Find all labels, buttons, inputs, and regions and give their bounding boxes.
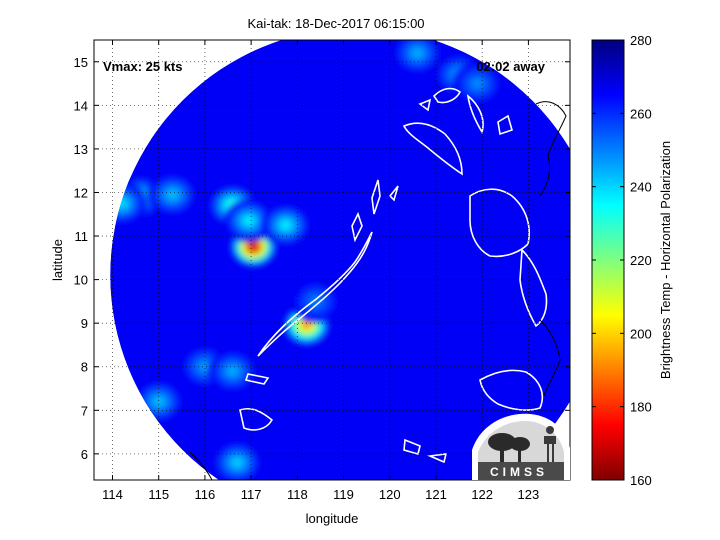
cell-ring <box>228 367 238 376</box>
colorbar-tick-label: 160 <box>630 473 652 488</box>
y-axis-label: latitude <box>50 239 65 281</box>
convective-cell-10 <box>290 279 342 324</box>
cell-ring <box>244 216 254 225</box>
convective-cell-15 <box>211 440 263 480</box>
y-tick-label: 10 <box>74 273 88 288</box>
x-axis-label: longitude <box>306 511 359 526</box>
y-tick-label: 6 <box>81 447 88 462</box>
cell-ring <box>412 49 423 58</box>
cell-ring <box>154 397 164 406</box>
cimss-logo-text: CIMSS <box>490 465 548 479</box>
x-tick-label: 123 <box>518 487 540 502</box>
convective-cell-13 <box>392 40 443 76</box>
cell-ring <box>248 242 259 251</box>
x-tick-label: 121 <box>425 487 447 502</box>
x-tick-label: 116 <box>195 487 216 502</box>
x-tick-label: 117 <box>241 487 262 502</box>
x-tick-label: 114 <box>102 487 123 502</box>
colorbar-tick-label: 260 <box>630 106 652 121</box>
y-tick-label: 8 <box>81 360 88 375</box>
axes-frame <box>93 39 571 481</box>
colorbar-tick-label: 240 <box>630 180 652 195</box>
cell-ring <box>167 190 178 199</box>
y-tick-label: 9 <box>81 316 88 331</box>
y-tick-label: 12 <box>74 185 88 200</box>
x-tick-label: 120 <box>379 487 401 502</box>
convective-cell-9 <box>207 349 258 394</box>
colorbar-label: Brightness Temp - Horizontal Polarizatio… <box>658 141 673 379</box>
y-tick-label: 15 <box>74 55 88 70</box>
y-tick-label: 7 <box>81 403 88 418</box>
cell-ring <box>200 362 210 371</box>
vmax-annotation: Vmax: 25 kts <box>103 59 183 74</box>
x-tick-label: 115 <box>148 487 169 502</box>
convective-features <box>110 40 503 480</box>
colorbar-ticks: 160 180 200 220 240 260 280 <box>592 33 652 488</box>
microwave-swath <box>110 40 570 480</box>
x-tick-label: 118 <box>287 487 308 502</box>
y-tick-label: 13 <box>74 142 88 157</box>
colorbar-tick-label: 220 <box>630 253 652 268</box>
colorbar-tick-label: 180 <box>630 400 652 415</box>
x-tick-label: 122 <box>471 487 493 502</box>
y-axis-ticks: 6 7 8 9 10 11 12 13 14 15 <box>74 55 570 462</box>
colorbar <box>591 39 625 481</box>
convective-cell-6 <box>147 172 198 217</box>
chart-title: Kai-tak: 18-Dec-2017 06:15:00 <box>247 16 424 31</box>
x-axis-ticks: 114 115 116 117 118 119 120 121 122 123 <box>102 40 539 502</box>
swath-layer <box>110 40 570 480</box>
colorbar-tick-label: 200 <box>630 326 652 341</box>
cimss-logo: CIMSS <box>472 413 570 480</box>
colorbar-tick-label: 280 <box>630 33 652 48</box>
cell-ring <box>301 321 312 330</box>
cell-ring <box>281 221 291 230</box>
time-away-annotation: 02:02 away <box>476 59 545 74</box>
y-tick-label: 14 <box>74 98 88 113</box>
convective-cell-4 <box>260 203 312 248</box>
coastlines <box>239 87 548 464</box>
cell-ring <box>232 458 242 467</box>
convective-cell-3 <box>223 198 275 243</box>
cell-ring <box>472 79 483 88</box>
convective-cell-14 <box>452 61 503 106</box>
x-tick-label: 119 <box>333 487 354 502</box>
y-tick-label: 11 <box>75 229 89 244</box>
